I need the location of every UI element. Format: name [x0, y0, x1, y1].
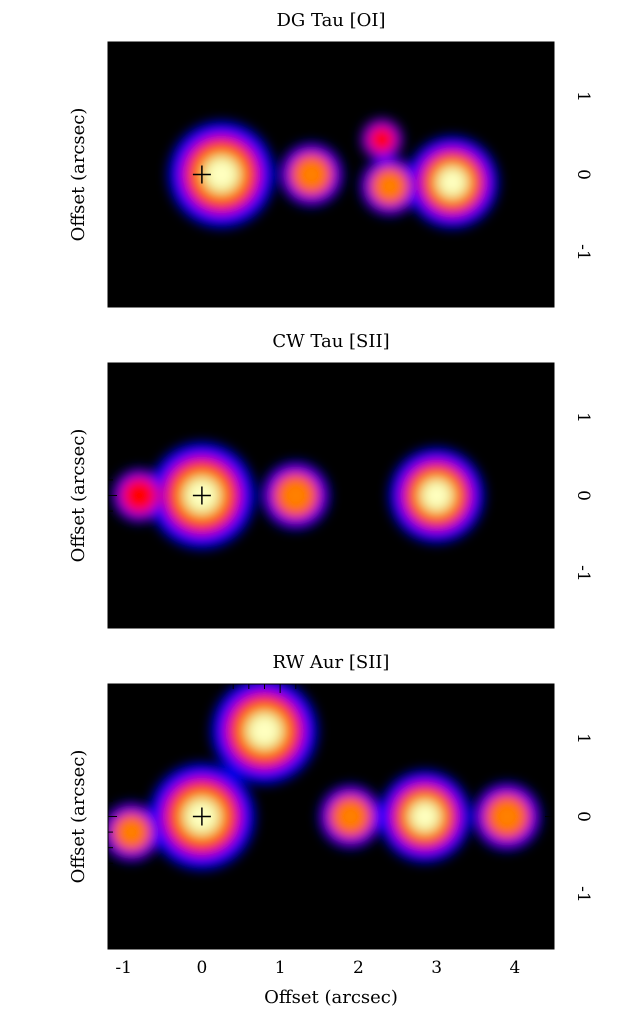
y-axis-label: Offset (arcsec)	[68, 429, 89, 563]
panel-title: RW Aur [SII]	[273, 652, 390, 673]
emission-blob	[205, 158, 238, 191]
y-axis-label: Offset (arcsec)	[68, 108, 89, 242]
x-tick-label: 3	[431, 958, 442, 978]
emission-blob	[117, 817, 146, 847]
y-tick-label: 1	[573, 412, 593, 423]
emission-blob	[367, 124, 397, 155]
source-marker	[192, 486, 211, 505]
emission-blob	[375, 171, 405, 201]
y-tick-label: 1	[573, 733, 593, 744]
axis-ticks: -1 0 1	[107, 42, 593, 307]
y-tick-label: 1	[573, 91, 593, 102]
y-tick-label: -1	[573, 244, 593, 261]
panel-dg-tau: DG Tau [OI] -1 0 1 Offset (arcsec)	[68, 10, 593, 308]
emission-blob	[438, 168, 467, 197]
y-axis-label: Offset (arcsec)	[68, 750, 89, 884]
emission-blob	[279, 478, 313, 513]
source-marker	[192, 807, 211, 826]
x-tick-label: 4	[509, 958, 520, 978]
emission-blob	[490, 799, 524, 834]
y-tick-label: 0	[573, 169, 593, 180]
emission-map	[108, 684, 541, 870]
emission-map	[168, 119, 498, 228]
panel-rw-aur: RW Aur [SII] -1 0 1 -1 0 1 2 3 4 Offset (arcsec)…	[68, 652, 593, 1008]
x-tick-label: 2	[353, 958, 364, 978]
y-tick-label: -1	[573, 565, 593, 582]
x-axis-label: Offset (arcsec)	[264, 987, 398, 1008]
emission-blob	[248, 714, 281, 748]
panel-title: DG Tau [OI]	[276, 10, 385, 31]
emission-blob	[120, 476, 159, 515]
panel-title: CW Tau [SII]	[272, 331, 389, 352]
panel-cw-tau: CW Tau [SII] -1 0 1 Offset (arcsec)	[68, 331, 593, 629]
y-tick-label: 0	[573, 811, 593, 822]
y-tick-label: -1	[573, 886, 593, 903]
axis-ticks: -1 0 1	[107, 363, 593, 628]
x-tick-label: 1	[275, 958, 286, 978]
emission-blob	[295, 158, 328, 191]
axis-ticks: -1 0 1 -1 0 1 2 3 4	[107, 684, 593, 978]
emission-blob	[334, 800, 367, 833]
emission-blob	[410, 802, 440, 831]
y-tick-label: 0	[573, 490, 593, 501]
x-tick-label: 0	[196, 958, 207, 978]
x-tick-label: -1	[115, 958, 132, 978]
emission-blob	[421, 480, 452, 511]
source-marker	[192, 165, 211, 184]
